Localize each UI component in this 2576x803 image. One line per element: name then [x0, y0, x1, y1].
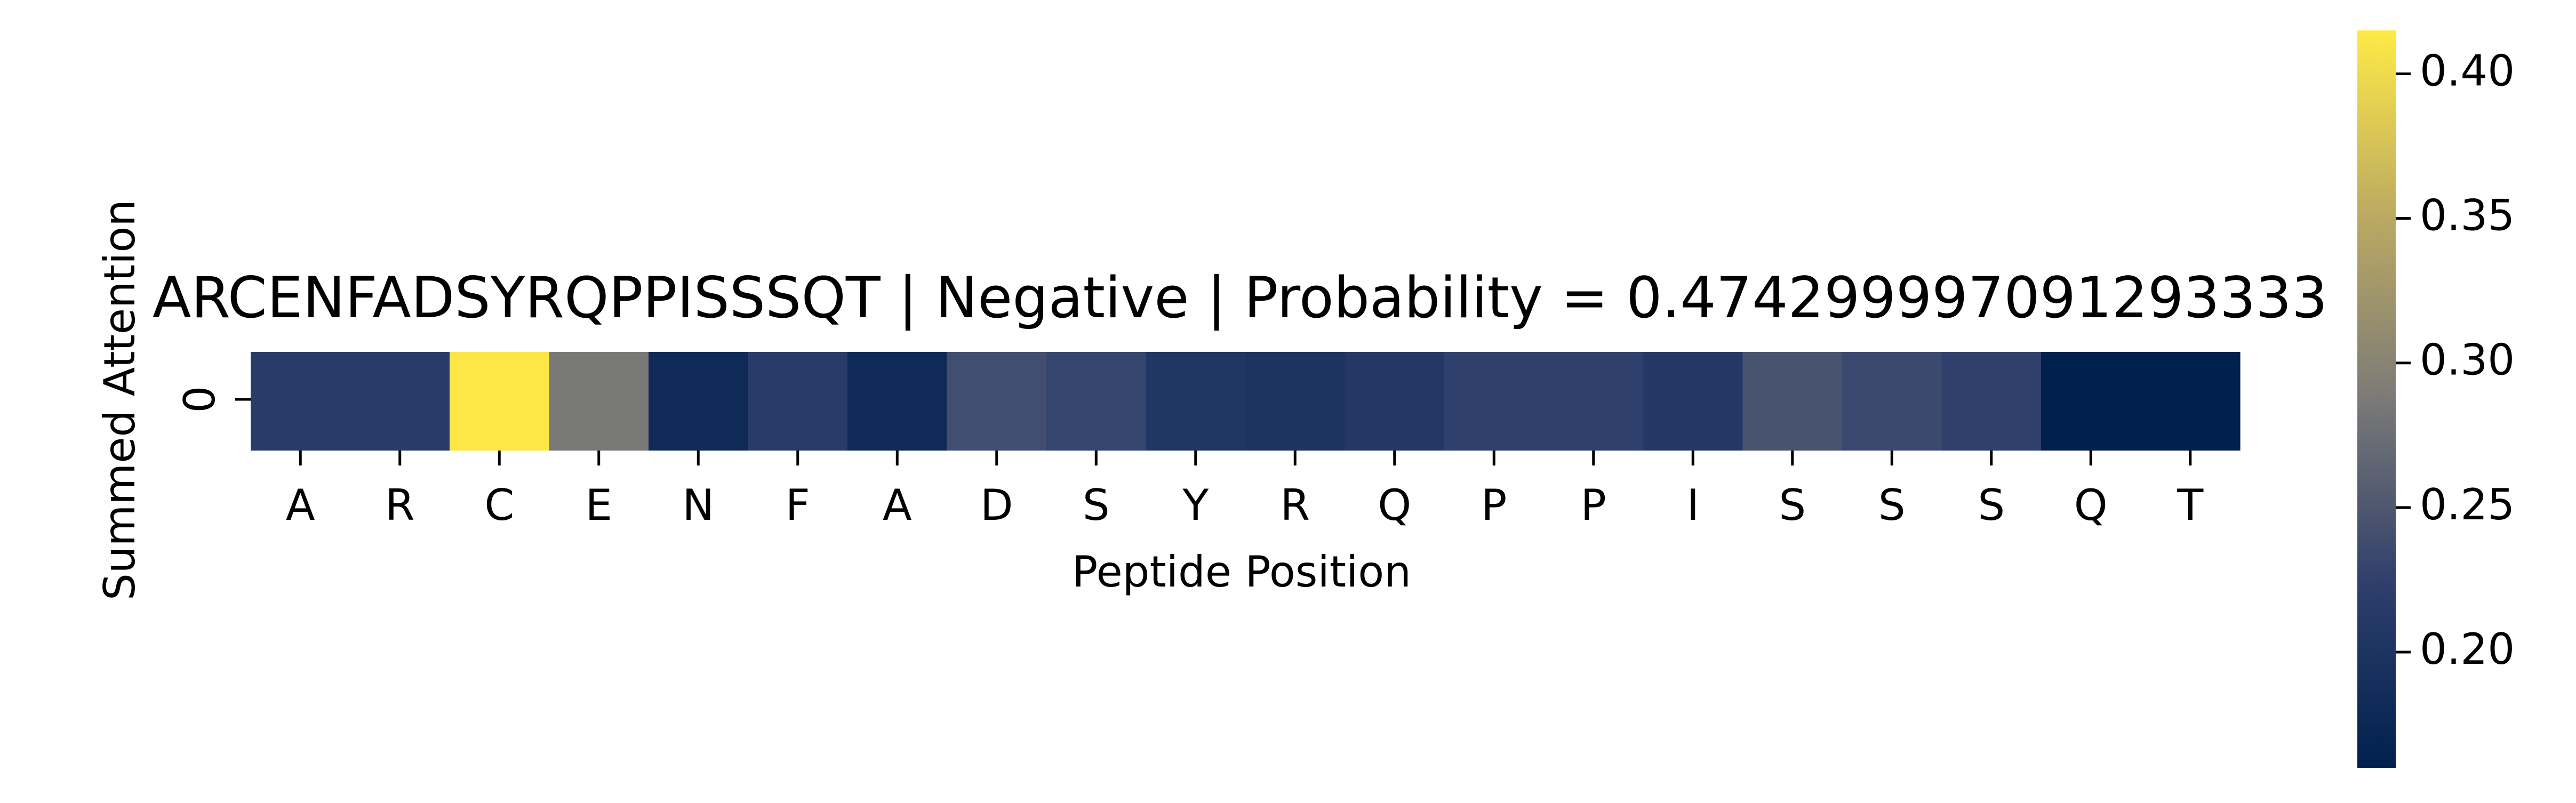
heatmap-cell: [450, 352, 550, 451]
heatmap-cell: [1941, 352, 2042, 451]
heatmap-cell: [649, 352, 749, 451]
x-tick-label: D: [980, 480, 1013, 530]
colorbar-tick-label: 0.40: [2420, 46, 2515, 95]
x-tick-label: R: [1280, 480, 1310, 530]
y-axis-label: Summed Attention: [95, 199, 145, 600]
heatmap-cell: [1444, 352, 1545, 451]
x-tick-label: P: [1481, 480, 1507, 530]
heatmap-cell: [2140, 352, 2241, 451]
heatmap-cell: [350, 352, 450, 451]
x-tick-label: F: [786, 480, 810, 530]
colorbar-tick-label: 0.30: [2420, 335, 2515, 385]
heatmap-cell: [1543, 352, 1644, 451]
x-tick-label: Q: [2074, 480, 2108, 530]
heatmap-cell: [1146, 352, 1246, 451]
colorbar-gradient: [2357, 30, 2396, 768]
heatmap-cell: [1842, 352, 1942, 451]
heatmap-cell: [2041, 352, 2141, 451]
heatmap-cell: [947, 352, 1047, 451]
heatmap-cell: [1345, 352, 1445, 451]
colorbar-ticks: 0.20 0.25 0.30 0.35 0.40: [2396, 46, 2515, 674]
x-tick-label: N: [682, 480, 714, 530]
x-tick-label: T: [2177, 480, 2204, 530]
chart-title: ARCENFADSYRQPPISSSQT | Negative | Probab…: [153, 265, 2327, 331]
heatmap-cell: [251, 352, 351, 451]
y-axis: 0 Summed Attention: [95, 199, 251, 600]
heatmap-cell: [748, 352, 848, 451]
x-tick-label: A: [883, 480, 912, 530]
x-tick-label: Q: [1378, 480, 1411, 530]
colorbar-tick-label: 0.25: [2420, 480, 2515, 529]
heatmap-cell: [1046, 352, 1147, 451]
heatmap-cell: [1245, 352, 1346, 451]
x-tick-label: S: [1779, 480, 1806, 530]
x-tick-label: E: [585, 480, 612, 530]
x-tick-label: S: [1978, 480, 2005, 530]
heatmap-cells: [251, 352, 2241, 451]
x-axis-label: Peptide Position: [1072, 547, 1411, 597]
heatmap-cell: [1742, 352, 1843, 451]
x-tick-label: C: [484, 480, 514, 530]
x-tick-label: Y: [1182, 480, 1209, 530]
x-tick-label: A: [286, 480, 315, 530]
x-tick-label: S: [1083, 480, 1110, 530]
heatmap-cell: [549, 352, 649, 451]
colorbar-tick-label: 0.20: [2420, 624, 2515, 674]
x-tick-label: R: [385, 480, 415, 530]
heatmap-cell: [847, 352, 948, 451]
colorbar: 0.20 0.25 0.30 0.35 0.40: [2357, 30, 2515, 768]
x-tick-label: S: [1878, 480, 1906, 530]
y-tick-label: 0: [175, 386, 225, 413]
colorbar-tick-label: 0.35: [2420, 190, 2515, 240]
x-tick-label: I: [1686, 480, 1699, 530]
heatmap-cell: [1643, 352, 1743, 451]
x-tick-label: P: [1581, 480, 1606, 530]
